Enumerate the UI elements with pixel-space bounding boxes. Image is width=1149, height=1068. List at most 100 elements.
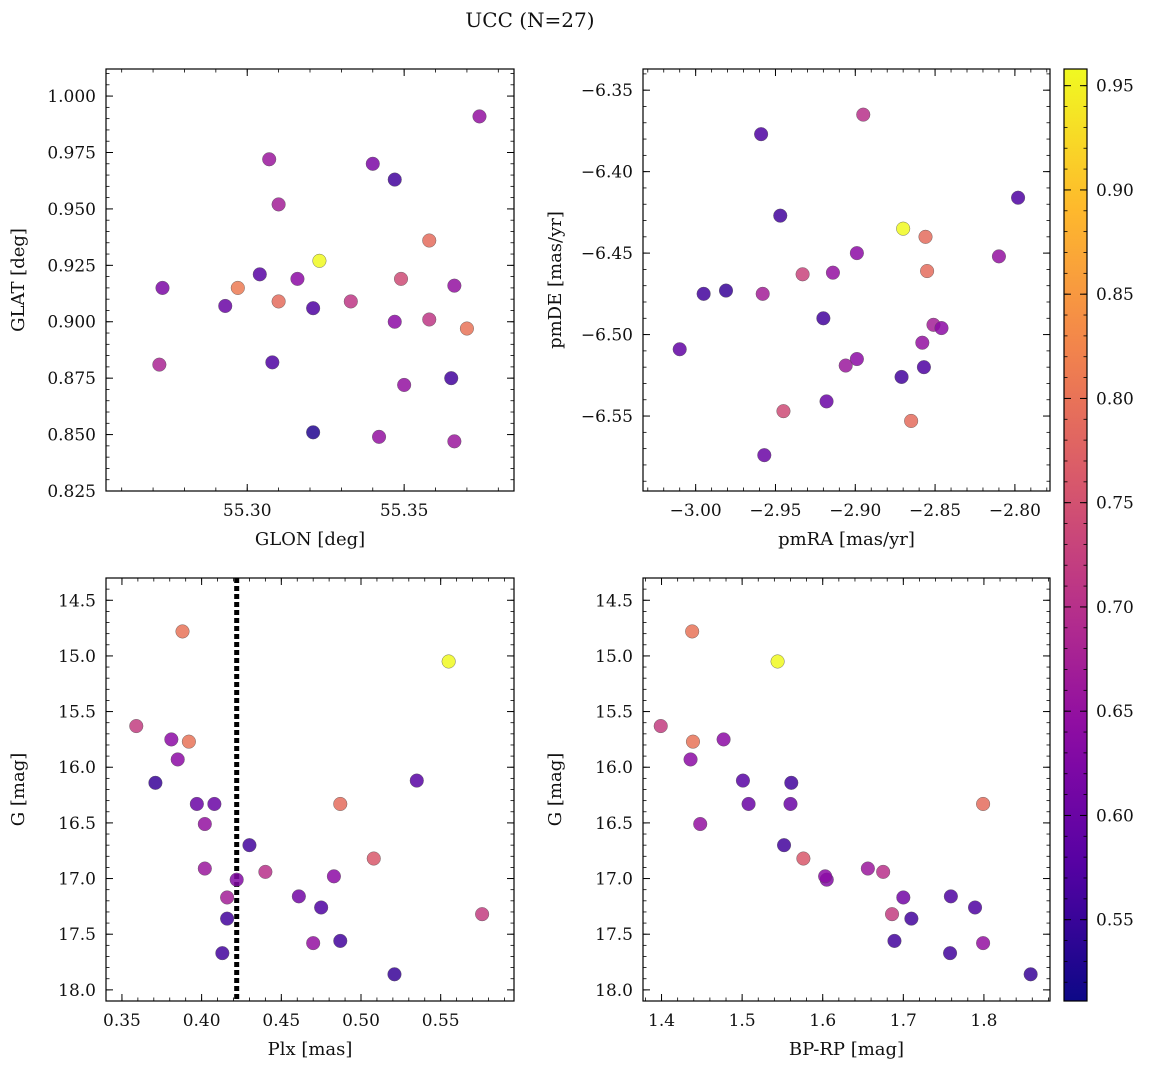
data-point [672, 342, 687, 357]
data-point [220, 890, 235, 905]
x-tick-label: −2.95 [749, 501, 801, 521]
data-point [262, 152, 277, 167]
y-axis-label: pmDE [mas/yr] [545, 211, 566, 349]
y-tick-label: 0.925 [47, 256, 96, 276]
data-point [152, 357, 167, 372]
x-tick-label: 0.50 [342, 1011, 380, 1031]
x-tick-label: 0.40 [183, 1011, 221, 1031]
data-point [755, 286, 770, 301]
data-point [397, 377, 412, 392]
data-point [220, 911, 235, 926]
data-point [741, 796, 756, 811]
colorbar-gradient [1064, 69, 1087, 1001]
data-point [409, 773, 424, 788]
x-tick-label: 0.55 [422, 1011, 460, 1031]
data-point [181, 734, 196, 749]
y-tick-label: −6.45 [581, 244, 633, 264]
x-tick-label: 1.8 [970, 1011, 997, 1031]
y-tick-label: 0.950 [47, 200, 96, 220]
y-axis-label: G [mag] [545, 753, 566, 826]
data-point [718, 283, 733, 298]
data-point [773, 208, 788, 223]
data-point [394, 271, 409, 286]
data-point [693, 817, 708, 832]
y-tick-label: 16.5 [595, 814, 633, 834]
data-point [770, 654, 785, 669]
data-point [860, 861, 875, 876]
data-point [776, 404, 791, 419]
data-point [252, 267, 267, 282]
x-tick-label: −2.90 [829, 501, 881, 521]
panel-2: −3.00 −2.95 −2.90 −2.85 −2.80 −6.55 −6.50 −6.45… [545, 68, 1051, 550]
x-axis-label: pmRA [mas/yr] [778, 529, 915, 550]
data-point [189, 796, 204, 811]
data-point [784, 775, 799, 790]
data-point [653, 719, 668, 734]
data-point [795, 267, 810, 282]
data-point [904, 413, 919, 428]
data-point [387, 314, 402, 329]
data-point [475, 907, 490, 922]
y-tick-label: 1.000 [47, 87, 96, 107]
data-point [819, 394, 834, 409]
x-tick-label: 55.35 [380, 501, 429, 521]
data-point [129, 719, 144, 734]
data-point [916, 360, 931, 375]
data-point [207, 796, 222, 811]
data-point [197, 861, 212, 876]
plot-frame [642, 68, 1051, 492]
x-tick-label: 1.6 [809, 1011, 836, 1031]
figure-title: UCC (N=27) [465, 8, 595, 32]
data-point [447, 434, 462, 449]
colorbar-tick-label: 0.65 [1096, 702, 1134, 722]
data-point [1023, 967, 1038, 982]
data-point [333, 796, 348, 811]
data-point [444, 371, 459, 386]
y-tick-label: 0.975 [47, 143, 96, 163]
x-tick-label: −2.80 [989, 501, 1041, 521]
data-point [754, 127, 769, 142]
y-tick-label: 16.0 [595, 758, 633, 778]
data-point [229, 872, 244, 887]
data-point [271, 294, 286, 309]
y-tick-label: 17.0 [595, 870, 633, 890]
data-point [306, 936, 321, 951]
data-point [849, 246, 864, 261]
x-axis-label: BP-RP [mag] [789, 1039, 904, 1060]
colorbar-tick-label: 0.95 [1096, 77, 1134, 97]
data-point [271, 197, 286, 212]
data-point [422, 233, 437, 248]
data-point [365, 156, 380, 171]
data-point [472, 109, 487, 124]
data-point [387, 172, 402, 187]
y-tick-label: 15.5 [595, 703, 633, 723]
colorbar-tick-label: 0.60 [1096, 806, 1134, 826]
data-point [943, 946, 958, 961]
y-tick-label: −6.35 [581, 81, 633, 101]
y-tick-label: 0.825 [47, 482, 96, 502]
data-point [796, 851, 811, 866]
y-axis-label: G [mag] [8, 753, 29, 826]
data-point [894, 369, 909, 384]
data-point [735, 773, 750, 788]
panel-4: 1.4 1.5 1.6 1.7 1.8 14.5 15.0 15.5 16.0 16.5 17.0 1… [545, 577, 1051, 1060]
data-point [818, 869, 833, 884]
data-point [856, 107, 871, 122]
colorbar-tick-label: 0.70 [1096, 598, 1134, 618]
data-point [838, 358, 853, 373]
colorbar-tick-label: 0.75 [1096, 494, 1134, 514]
y-tick-label: 17.5 [58, 925, 96, 945]
x-tick-label: −2.85 [909, 501, 961, 521]
data-point [683, 752, 698, 767]
y-tick-label: 18.0 [595, 981, 633, 1001]
data-point [333, 933, 348, 948]
y-tick-label: 18.0 [58, 981, 96, 1001]
data-point [685, 734, 700, 749]
y-tick-label: 15.0 [595, 647, 633, 667]
data-point [387, 967, 402, 982]
data-point [422, 312, 437, 327]
data-point [326, 869, 341, 884]
data-point [1011, 190, 1026, 205]
data-point [265, 355, 280, 370]
data-point [306, 301, 321, 316]
